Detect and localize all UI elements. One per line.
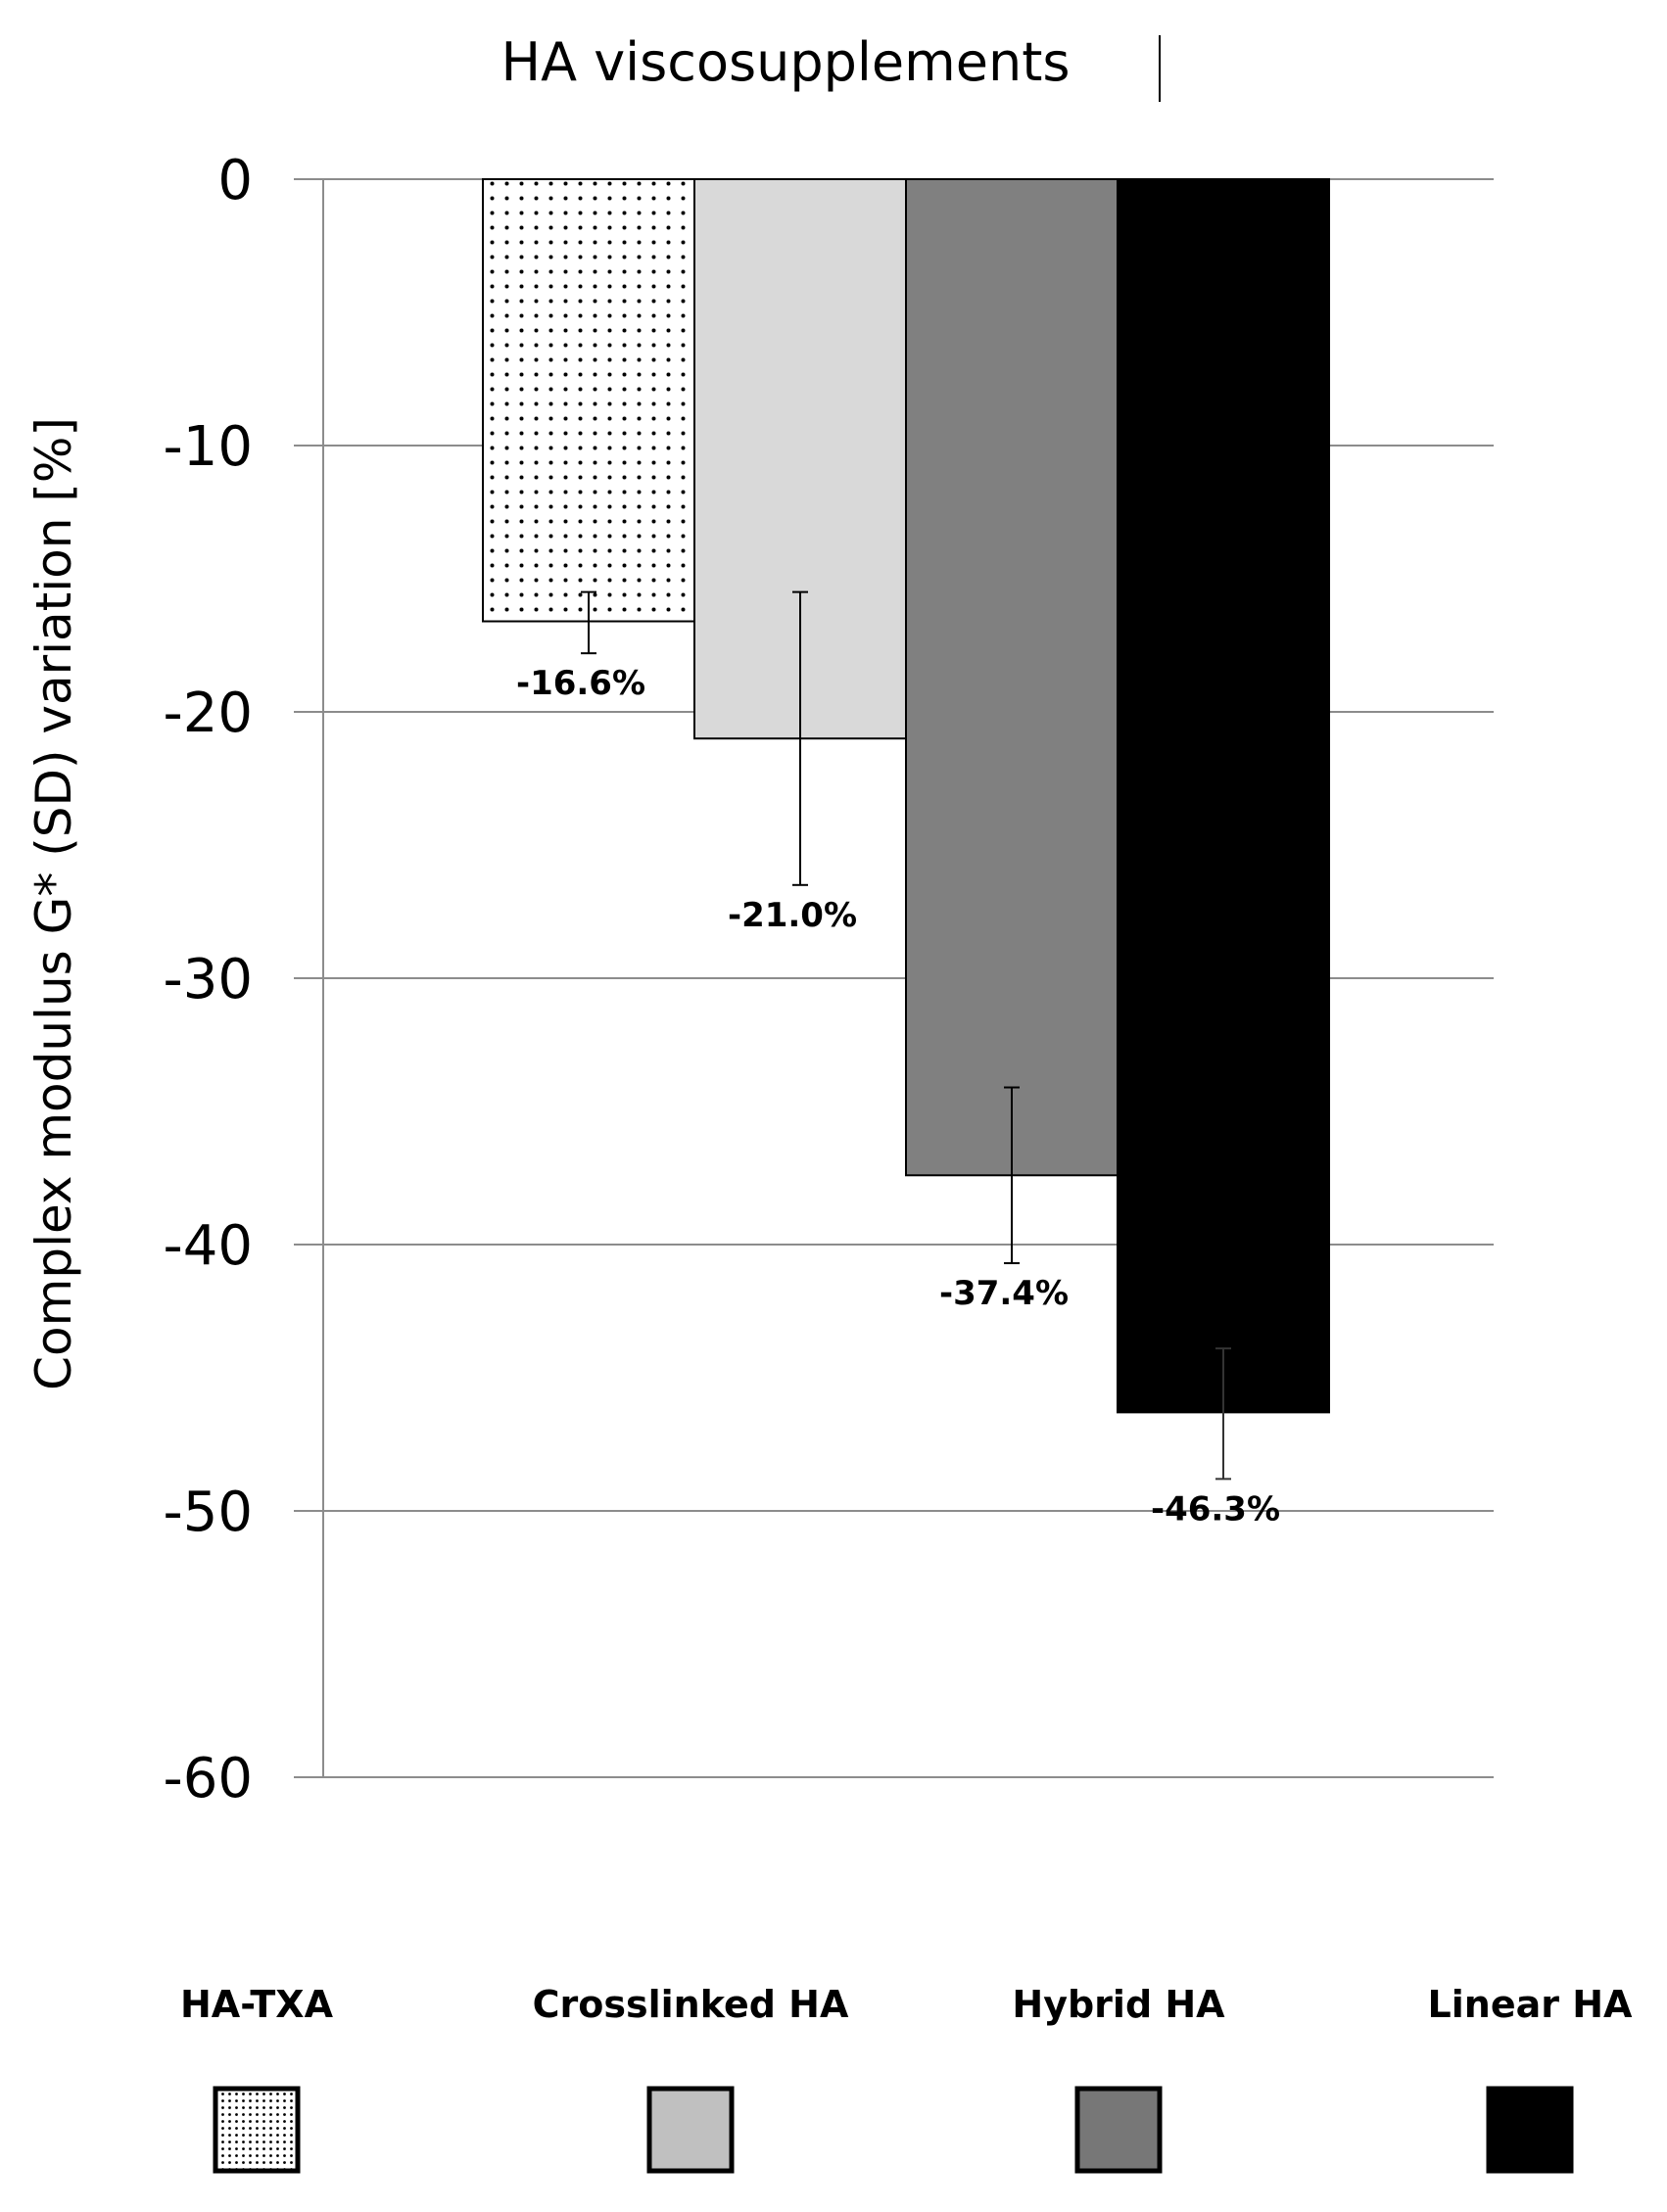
y-tick-label: -60: [164, 1747, 253, 1811]
data-label: -16.6%: [516, 664, 645, 703]
legend-label: Crosslinked HA: [533, 1983, 849, 2026]
legend-swatch: [1074, 2086, 1163, 2174]
bar: [905, 178, 1119, 1177]
legend-label: Linear HA: [1428, 1983, 1633, 2026]
data-label: -21.0%: [728, 896, 857, 935]
y-tick-label: -40: [164, 1214, 253, 1278]
legend-swatch: [213, 2086, 301, 2174]
bars: [482, 178, 1330, 1414]
y-tick-label: -10: [164, 415, 253, 479]
error-bars: [581, 590, 1231, 1481]
y-tick-label: 0: [217, 149, 253, 212]
data-label: -46.3%: [1151, 1489, 1280, 1529]
bar: [482, 178, 695, 623]
legend-swatch: [1486, 2086, 1574, 2174]
y-tick-labels: 0 -10 -20 -30 -40 -50 -60: [164, 149, 253, 1811]
legend: HA-TXA Crosslinked HA Hybrid HA Linear HA: [180, 1983, 1633, 2174]
y-tick-label: -50: [164, 1481, 253, 1544]
legend-swatch: [646, 2086, 735, 2174]
y-axis-label: Complex modulus G* (SD) variation [%]: [25, 417, 82, 1390]
data-labels: -16.6% -21.0% -37.4% -46.3%: [516, 664, 1280, 1529]
data-label: -37.4%: [939, 1274, 1069, 1313]
bar: [1117, 178, 1330, 1414]
y-tick-label: -20: [164, 682, 253, 745]
legend-label: HA-TXA: [180, 1983, 334, 2026]
legend-label: Hybrid HA: [1012, 1983, 1225, 2026]
y-tick-label: -30: [164, 948, 253, 1012]
chart-title: HA viscosupplements: [500, 31, 1070, 93]
